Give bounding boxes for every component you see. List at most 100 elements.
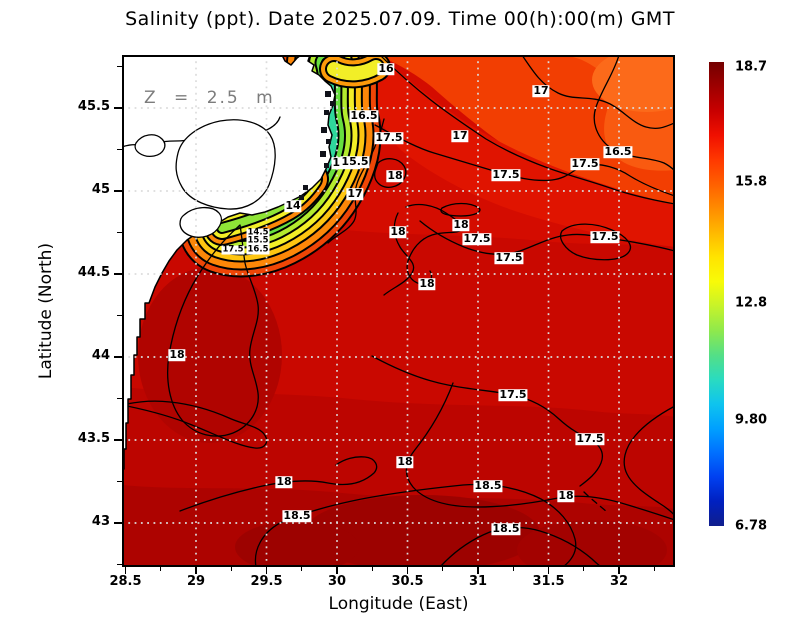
colorbar-tick-label: 6.78 [735,518,768,534]
x-axis-title: Longitude (East) [328,594,469,614]
contour-label: 18.5 [473,479,503,493]
y-tick-label: 45.5 [77,99,110,114]
contour-label: 17 [451,129,469,143]
contour-label: 18 [557,489,575,503]
contour-line [374,158,407,188]
contour-line [560,223,632,261]
y-minor-tick [117,148,122,151]
y-minor-tick [117,563,122,566]
contour-label: 17.5 [462,232,492,246]
contour-label: 17.5 [221,244,245,255]
x-tick-label: 30 [327,574,347,589]
x-minor-tick [442,567,444,571]
contour-line [368,55,675,247]
y-tick-label: 43 [91,514,110,529]
y-minor-tick [117,65,122,68]
plot-title: Salinity (ppt). Date 2025.07.09. Time 00… [125,8,675,30]
colorbar-tick-label: 9.80 [735,412,768,428]
x-tick-label: 30.5 [391,574,424,589]
x-minor-tick [230,567,232,571]
contour-label: 15.5 [340,155,370,169]
contour-line [439,526,602,567]
river-mouth-cell [325,91,331,97]
y-tick-mark [114,356,122,358]
contour-line [379,55,675,205]
x-tick-label: 28.5 [109,574,142,589]
contour-label: 18 [396,455,414,469]
contour-label: 17.5 [575,432,605,446]
y-tick-mark [114,190,122,192]
colorbar-tick-label: 12.8 [735,295,768,311]
contour-line [440,202,481,217]
coastline-land [175,119,276,210]
contour-label: 16 [377,62,395,76]
contour-line [374,124,675,197]
contour-label: 15.5 [246,235,270,246]
depth-annotation: Z = 2.5 m [144,88,275,108]
y-tick-mark [114,107,122,109]
map-plot-area: Z = 2.5 m 1616.517.515.515.51817141814.5… [122,55,675,567]
plot-border [122,55,675,567]
contour-label: 17.5 [570,157,600,171]
y-tick-label: 45 [91,182,110,197]
coastline-land [134,134,166,157]
contour-line [179,456,378,512]
x-tick-label: 29 [186,574,206,589]
x-minor-tick [583,567,585,571]
y-tick-label: 43.5 [77,431,110,446]
y-tick-mark [114,273,122,275]
contour-line [371,355,604,487]
river-mouth-cell [324,110,329,115]
contour-label: 16.5 [603,145,633,159]
x-tick-label: 31 [468,574,488,589]
contour-label: 17 [346,187,364,201]
contour-label: 18 [452,218,470,232]
contour-label: 18 [389,225,407,239]
contour-line [583,491,608,513]
y-tick-mark [114,439,122,441]
x-minor-tick [512,567,514,571]
salinity-region [304,495,540,567]
y-minor-tick [117,231,122,234]
contour-map-canvas [122,55,675,567]
river-mouth-cell [324,163,329,168]
contour-label: 17.5 [374,131,404,145]
contour-line [405,382,675,521]
river-mouth-cell [320,151,326,157]
river-mouth-cell [299,195,304,200]
salinity-region [592,55,675,112]
x-minor-tick [653,567,655,571]
x-minor-tick [160,567,162,571]
y-tick-label: 44 [91,348,110,363]
colorbar [709,62,724,526]
contour-label: 18 [386,169,404,183]
x-tick-mark [547,567,550,574]
x-tick-mark [406,567,409,574]
contour-label: 18 [275,475,293,489]
salinity-region [138,267,282,443]
contour-label: 17.5 [498,388,528,402]
salinity-region [517,520,667,567]
contour-label: 16.5 [246,244,270,255]
contour-label: 14.5 [246,227,270,238]
x-tick-mark [265,567,268,574]
y-tick-label: 44.5 [77,265,110,280]
x-tick-mark [124,567,127,574]
y-minor-tick [117,397,122,400]
contour-label: 14 [284,199,302,213]
x-tick-mark [195,567,197,574]
river-mouth-cell [321,127,327,133]
river-mouth-cell [303,185,308,190]
x-tick-label: 32 [609,574,629,589]
y-tick-mark [114,522,122,524]
x-tick-mark [477,567,479,574]
x-minor-tick [301,567,303,571]
contour-label: 18.5 [282,509,312,523]
coastline-land [122,55,336,470]
colorbar-tick-label: 18.7 [735,59,768,75]
contour-label: 16.5 [349,109,379,123]
contour-label: 17.5 [491,168,521,182]
contour-line [521,55,675,129]
y-minor-tick [117,314,122,317]
